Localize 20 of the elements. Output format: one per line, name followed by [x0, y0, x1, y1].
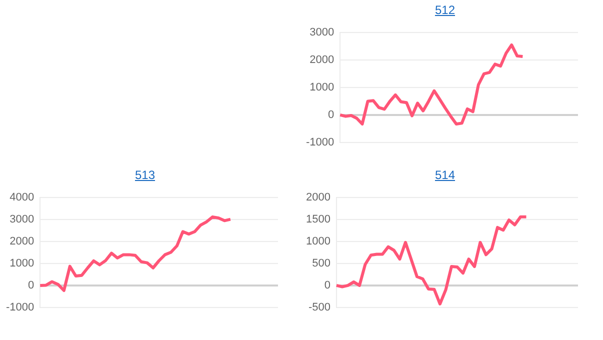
- y-tick-label: -1000: [6, 301, 34, 314]
- y-tick-label: 3000: [10, 214, 34, 226]
- y-tick-label: -1000: [306, 136, 334, 148]
- chart-title: 514: [434, 168, 456, 182]
- y-tick-label: 4000: [10, 192, 34, 204]
- y-tick-label: 500: [312, 258, 330, 270]
- y-tick-label: 2000: [10, 236, 34, 248]
- y-tick-label: 1000: [306, 236, 330, 248]
- chart-title: 513: [134, 168, 156, 182]
- chart-title: 512: [434, 3, 456, 17]
- y-tick-label: 0: [28, 279, 34, 292]
- y-tick-label: 2000: [306, 192, 330, 204]
- y-tick-label: 2000: [310, 54, 334, 66]
- y-tick-label: 1000: [10, 258, 34, 270]
- y-tick-label: 0: [324, 279, 330, 292]
- y-tick-label: -500: [308, 301, 330, 314]
- y-tick-label: 1000: [310, 82, 334, 94]
- y-tick-label: 0: [328, 108, 334, 121]
- y-tick-label: 1500: [306, 214, 330, 226]
- y-tick-label: 3000: [310, 26, 334, 39]
